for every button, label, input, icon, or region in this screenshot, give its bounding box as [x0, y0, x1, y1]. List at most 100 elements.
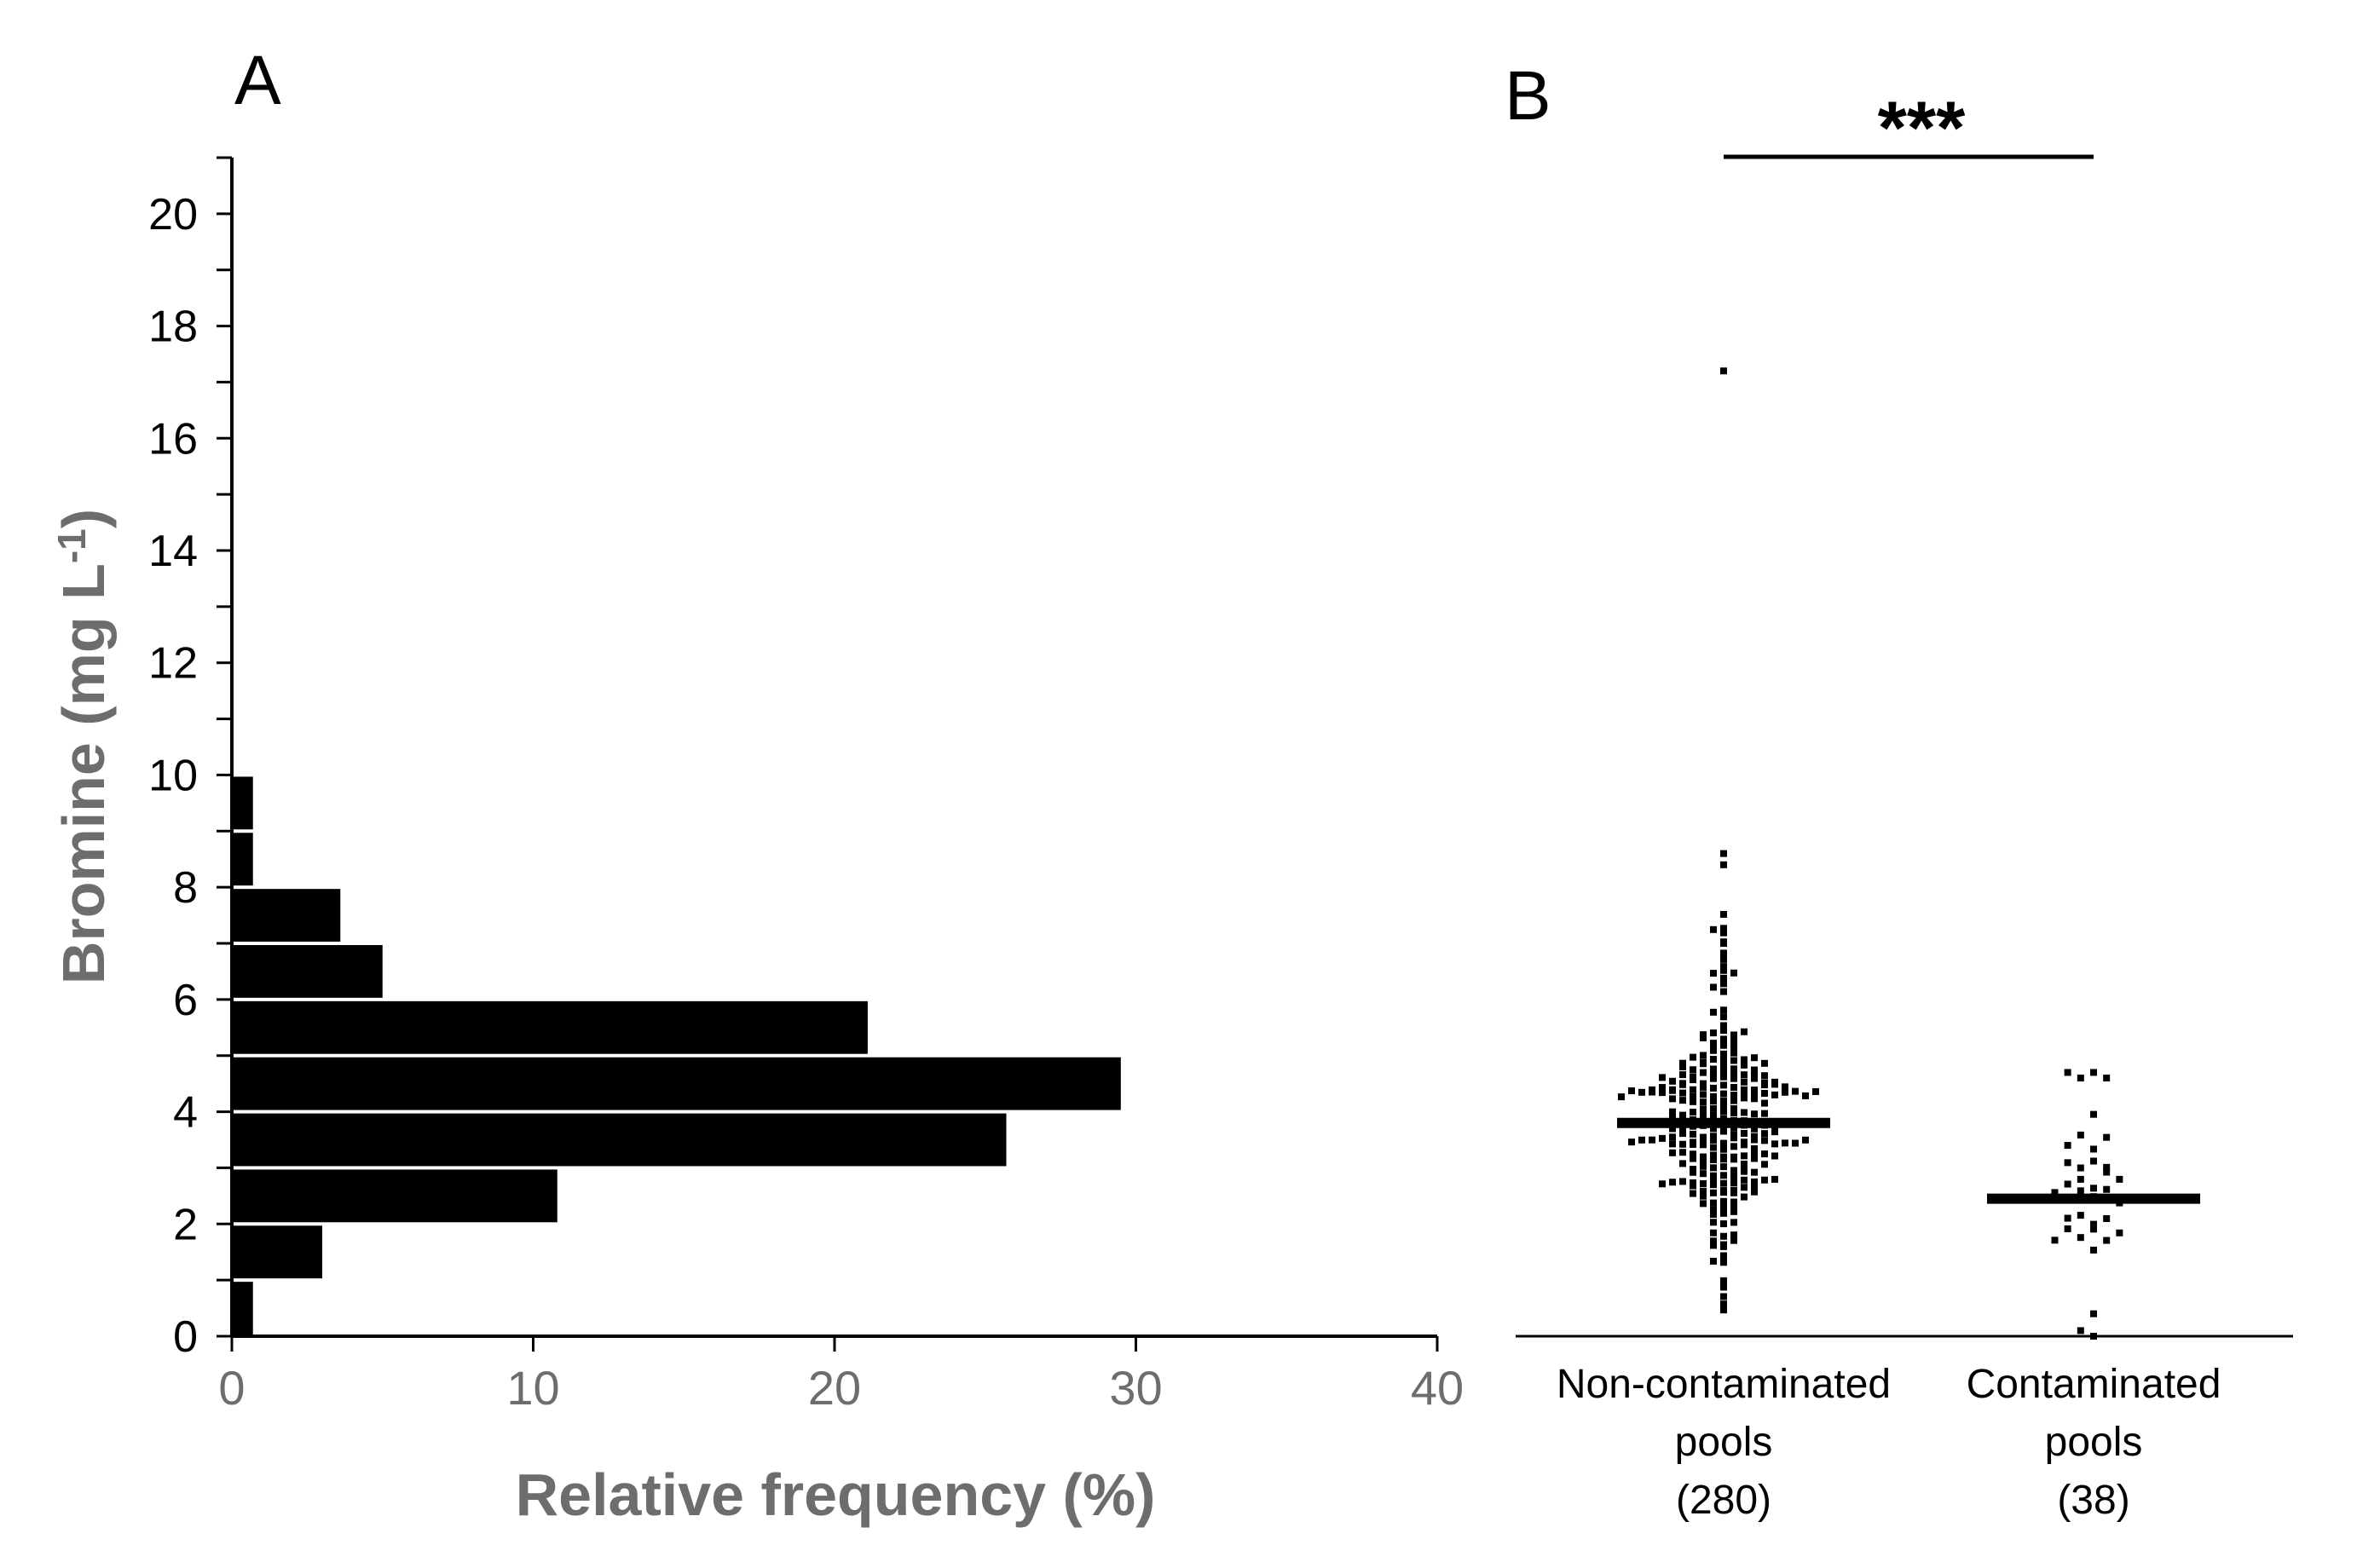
data-point [2090, 1333, 2097, 1340]
data-point [1751, 1095, 1758, 1103]
data-point [1771, 1078, 1778, 1086]
data-point [2090, 1145, 2097, 1153]
data-point [1730, 1057, 1737, 1064]
data-point [1720, 1172, 1727, 1179]
data-point [2090, 1310, 2097, 1317]
data-point [1700, 1153, 1707, 1161]
data-point [1730, 1049, 1737, 1057]
data-point [1761, 1110, 1768, 1117]
data-point [1720, 1203, 1727, 1211]
scatter-points [1618, 367, 2123, 1340]
data-point [1700, 1133, 1707, 1141]
data-point [1700, 1192, 1707, 1200]
data-point [1628, 1087, 1635, 1095]
data-point [1720, 367, 1727, 375]
data-point [1720, 1220, 1727, 1228]
x-tick-label: 30 [1109, 1361, 1162, 1415]
y-tick-label: 8 [173, 863, 198, 913]
data-point [1720, 1277, 1727, 1284]
data-point [1710, 1164, 1717, 1172]
data-point [1710, 1172, 1717, 1179]
data-point [1720, 925, 1727, 932]
data-point [1710, 1211, 1717, 1219]
data-point [1710, 1229, 1717, 1237]
data-point [1751, 1155, 1758, 1162]
data-point [1720, 955, 1727, 963]
data-point [1720, 1006, 1727, 1014]
data-point [1659, 1074, 1666, 1081]
data-point [1679, 1080, 1686, 1087]
data-point [1720, 1283, 1727, 1291]
data-point [1730, 1075, 1737, 1082]
data-point [1710, 1065, 1717, 1073]
data-point [1761, 1072, 1768, 1080]
data-point [1761, 1079, 1768, 1087]
data-point [1730, 1131, 1737, 1139]
data-point [2051, 1237, 2059, 1244]
data-point [1741, 1091, 1748, 1098]
data-point [1700, 1052, 1707, 1059]
data-point [1720, 1090, 1727, 1098]
data-point [1730, 1186, 1737, 1194]
data-point [1761, 1176, 1768, 1184]
data-point [1679, 1111, 1686, 1119]
data-point [1720, 963, 1727, 971]
data-point [1710, 1206, 1717, 1213]
data-point [1720, 1108, 1727, 1115]
data-point [1700, 1098, 1707, 1106]
histogram-bars [232, 776, 1121, 1335]
data-point [1690, 1086, 1696, 1093]
data-point [1669, 1114, 1676, 1121]
data-point [1659, 1180, 1666, 1188]
data-point [1751, 1182, 1758, 1190]
data-point [1669, 1133, 1676, 1141]
data-point [2064, 1142, 2071, 1150]
x-tick-label: 0 [218, 1361, 245, 1415]
data-point [1751, 1090, 1758, 1098]
data-point [1782, 1088, 1788, 1096]
data-point [1720, 1013, 1727, 1021]
data-point [1679, 1130, 1686, 1138]
data-point [1751, 1110, 1758, 1118]
data-point [1710, 1071, 1717, 1079]
data-point [1710, 1040, 1717, 1047]
data-point [1751, 1168, 1758, 1176]
data-point [1730, 1097, 1737, 1104]
x-axis-title: Relative frequency (%) [516, 1461, 1156, 1528]
histogram-bar [232, 1113, 1007, 1167]
data-point [1710, 1046, 1717, 1054]
data-point [1741, 1193, 1748, 1201]
data-point [1710, 1104, 1717, 1112]
y-tick-label: 10 [148, 751, 198, 800]
data-point [1720, 1252, 1727, 1260]
data-point [2116, 1175, 2123, 1183]
histogram-bar [232, 889, 341, 942]
data-point [1720, 1259, 1727, 1266]
data-point [1720, 861, 1727, 868]
data-point [1690, 1166, 1696, 1173]
category-label: pools [1675, 1420, 1773, 1465]
data-point [1720, 1241, 1727, 1248]
data-point [1700, 1187, 1707, 1195]
data-point [1802, 1092, 1809, 1099]
category-label: Contaminated [1967, 1362, 2221, 1407]
data-point [1690, 1053, 1696, 1061]
data-point [1710, 1056, 1717, 1064]
data-point [1700, 1179, 1707, 1187]
data-point [1679, 1059, 1686, 1067]
data-point [1700, 1069, 1707, 1076]
data-point [1710, 1008, 1717, 1016]
data-point [1690, 1073, 1696, 1081]
data-point [1720, 1153, 1727, 1161]
data-point [2090, 1069, 2097, 1076]
data-point [2103, 1185, 2111, 1193]
data-point [1720, 1306, 1727, 1314]
data-point [2090, 1225, 2097, 1233]
data-point [1679, 1097, 1686, 1104]
data-point [1720, 938, 1727, 946]
data-point [1751, 1150, 1758, 1158]
data-point [1782, 1139, 1788, 1147]
data-point [1690, 1130, 1696, 1138]
data-point [2077, 1175, 2084, 1183]
data-point [1771, 1152, 1778, 1160]
